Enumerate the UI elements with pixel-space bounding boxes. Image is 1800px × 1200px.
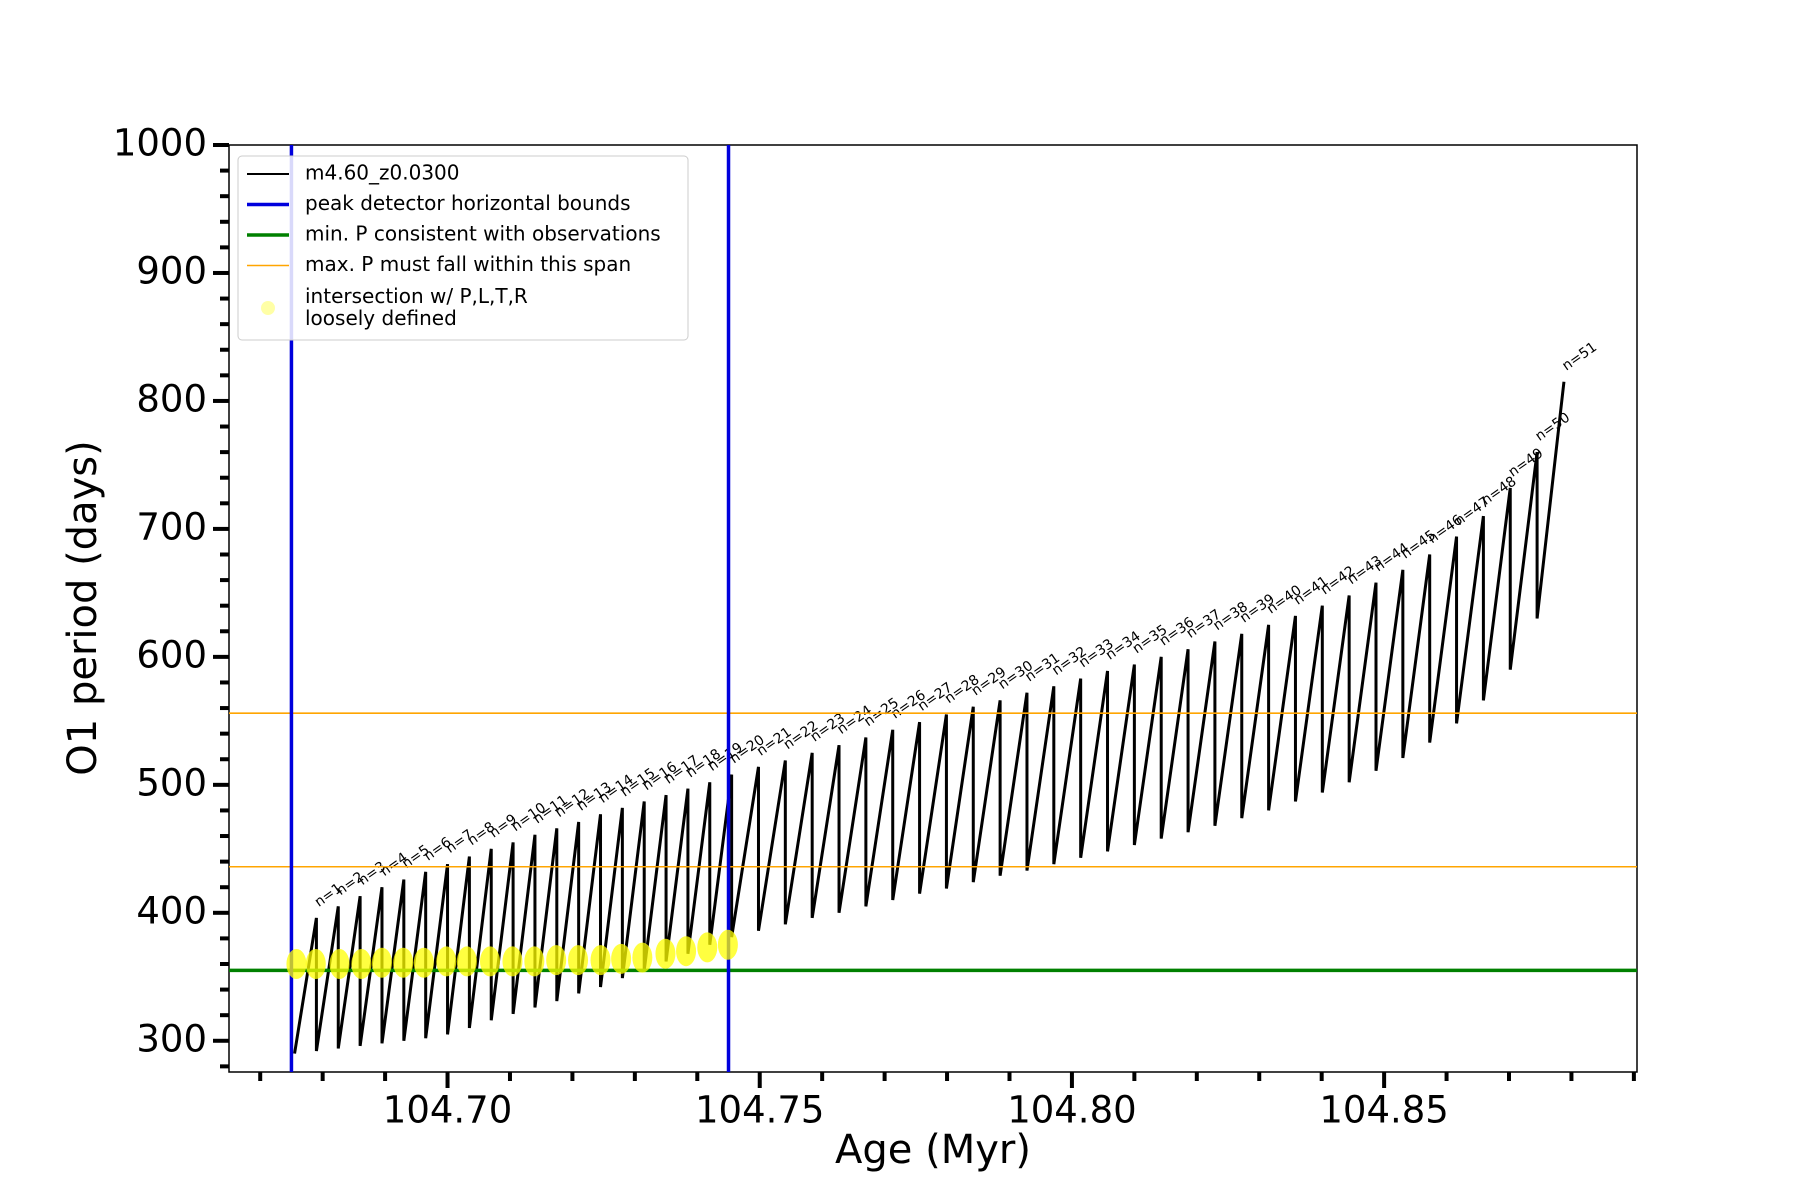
x-tick-label: 104.85 xyxy=(1319,1089,1448,1132)
legend-frame xyxy=(237,155,689,341)
legend-label: intersection w/ P,L,T,R loosely defined xyxy=(305,284,528,330)
scatter-point xyxy=(479,946,500,977)
scatter-point xyxy=(286,948,307,979)
y-tick-label: 800 xyxy=(136,377,207,420)
x-tick-label: 104.75 xyxy=(695,1089,824,1132)
scatter-point xyxy=(436,946,457,977)
y-axis-label: O1 period (days) xyxy=(60,440,106,775)
scatter-point xyxy=(632,942,653,973)
data-line xyxy=(293,381,1566,1054)
x-tick-label: 104.80 xyxy=(1007,1089,1136,1132)
scatter-point xyxy=(502,946,523,977)
scatter-point xyxy=(413,947,434,978)
scatter-point xyxy=(305,948,326,979)
scatter-point xyxy=(611,943,632,974)
scatter-point xyxy=(676,936,697,967)
scatter-point xyxy=(393,947,414,978)
scatter-point xyxy=(524,946,545,977)
scatter-point xyxy=(717,929,738,960)
scatter-point xyxy=(655,938,676,969)
scatter-point xyxy=(329,948,350,979)
scatter-point xyxy=(456,946,477,977)
legend-label: m4.60_z0.0300 xyxy=(305,161,460,185)
legend-label: peak detector horizontal bounds xyxy=(305,191,631,215)
x-tick-label: 104.70 xyxy=(383,1089,512,1132)
scatter-point xyxy=(697,932,718,963)
peak-label: n=51 xyxy=(1559,339,1600,374)
legend-marker xyxy=(261,301,275,315)
plot-frame xyxy=(228,144,1638,1073)
scatter-point xyxy=(568,945,589,976)
peak-label: n=49 xyxy=(1506,445,1547,480)
y-tick-label: 1000 xyxy=(113,122,207,165)
y-tick-label: 900 xyxy=(136,249,207,292)
scatter-point xyxy=(546,945,567,976)
y-tick-label: 700 xyxy=(136,505,207,548)
y-tick-label: 600 xyxy=(136,633,207,676)
scatter-point xyxy=(590,945,611,976)
scatter-point xyxy=(351,948,372,979)
y-tick-label: 300 xyxy=(136,1017,207,1060)
x-axis-label: Age (Myr) xyxy=(835,1127,1031,1173)
y-tick-label: 500 xyxy=(136,761,207,804)
y-tick-label: 400 xyxy=(136,889,207,932)
legend-label: min. P consistent with observations xyxy=(305,222,661,246)
peak-label: n=50 xyxy=(1533,410,1574,445)
scatter-point xyxy=(371,947,392,978)
legend-label: max. P must fall within this span xyxy=(305,252,631,276)
